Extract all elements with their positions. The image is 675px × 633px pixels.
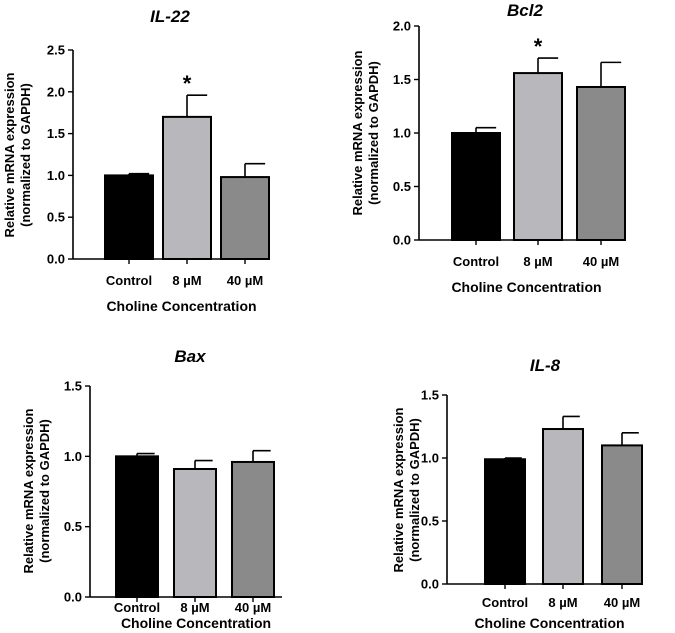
y-axis-label-line-1: Relative mRNA expression xyxy=(21,408,36,573)
x-tick-label: 8 µM xyxy=(523,254,552,269)
chart-title: Bcl2 xyxy=(507,1,543,20)
x-tick-label: Control xyxy=(114,600,160,615)
y-tick-label: 0.5 xyxy=(47,210,65,225)
x-tick-label: Control xyxy=(106,273,152,288)
y-axis-label-line-2: (normalized to GAPDH) xyxy=(37,419,52,563)
bar-3 xyxy=(576,85,626,241)
bar-3 xyxy=(220,176,270,261)
bar-3 xyxy=(601,444,643,585)
y-tick-label: 1.0 xyxy=(393,126,411,141)
x-tick-label: 8 µM xyxy=(172,273,201,288)
x-tick-label: 8 µM xyxy=(180,600,209,615)
x-tick-label: 8 µM xyxy=(548,595,577,610)
x-axis-label: Choline Concentration xyxy=(474,615,624,631)
significance-marker: * xyxy=(183,71,192,96)
x-tick-label: 40 µM xyxy=(227,273,263,288)
y-tick-label: 2.0 xyxy=(47,84,65,99)
y-tick-label: 1.5 xyxy=(47,126,65,141)
chart-panel-4: IL-8 Relative mRNA expression(normalized … xyxy=(391,356,643,631)
y-axis-label: Relative mRNA expression(normalized to G… xyxy=(391,407,422,572)
y-tick-label: 1.5 xyxy=(393,72,411,87)
chart-panel-1: IL-22 Relative mRNA expression(normalized… xyxy=(2,7,270,314)
y-axis-label-line-2: (normalized to GAPDH) xyxy=(18,83,33,227)
y-tick-label: 0.0 xyxy=(47,252,65,267)
y-tick-label: 0.0 xyxy=(421,577,439,592)
y-axis-label: Relative mRNA expression(normalized to G… xyxy=(350,50,381,215)
bar-2 xyxy=(542,428,584,585)
x-tick-label: Control xyxy=(482,595,528,610)
chart-panel-2: Bcl2 Relative mRNA expression(normalized … xyxy=(350,1,626,295)
bar-3 xyxy=(231,460,275,598)
y-tick-label: 0.5 xyxy=(421,514,439,529)
x-axis-label: Choline Concentration xyxy=(121,615,271,631)
bar-2 xyxy=(513,72,563,241)
y-tick-label: 1.5 xyxy=(64,379,82,394)
x-tick-label: 40 µM xyxy=(583,254,619,269)
y-axis-label: Relative mRNA expression(normalized to G… xyxy=(21,408,52,573)
x-tick-label: 40 µM xyxy=(235,600,271,615)
bar-1 xyxy=(115,455,159,599)
significance-marker: * xyxy=(534,34,543,59)
y-axis-label-line-1: Relative mRNA expression xyxy=(350,50,365,215)
y-axis-label: Relative mRNA expression(normalized to G… xyxy=(2,72,33,237)
y-axis-label-line-2: (normalized to GAPDH) xyxy=(407,418,422,562)
x-axis-label: Choline Concentration xyxy=(106,298,256,314)
bar-2 xyxy=(162,115,212,260)
y-axis-label-line-2: (normalized to GAPDH) xyxy=(366,61,381,205)
y-tick-label: 2.0 xyxy=(393,19,411,34)
x-axis-label: Choline Concentration xyxy=(451,279,601,295)
y-axis-label-line-1: Relative mRNA expression xyxy=(2,72,17,237)
bar-1 xyxy=(104,174,154,260)
y-tick-label: 0.5 xyxy=(393,179,411,194)
y-tick-label: 2.5 xyxy=(47,43,65,58)
y-tick-label: 1.0 xyxy=(64,449,82,464)
y-axis-label-line-1: Relative mRNA expression xyxy=(391,407,406,572)
bar-2 xyxy=(173,467,217,599)
y-tick-label: 1.0 xyxy=(47,168,65,183)
bar-1 xyxy=(484,458,526,586)
x-tick-label: 40 µM xyxy=(604,595,640,610)
chart-title: IL-22 xyxy=(150,7,190,26)
chart-title: IL-8 xyxy=(530,356,561,375)
y-tick-label: 0.5 xyxy=(64,519,82,534)
bar-1 xyxy=(451,132,501,241)
chart-panel-3: Bax Relative mRNA expression(normalized t… xyxy=(21,347,282,631)
y-tick-label: 0.0 xyxy=(393,233,411,248)
chart-title: Bax xyxy=(174,347,207,366)
y-tick-label: 0.0 xyxy=(64,590,82,605)
y-tick-label: 1.5 xyxy=(421,388,439,403)
x-tick-label: Control xyxy=(453,254,499,269)
y-tick-label: 1.0 xyxy=(421,451,439,466)
